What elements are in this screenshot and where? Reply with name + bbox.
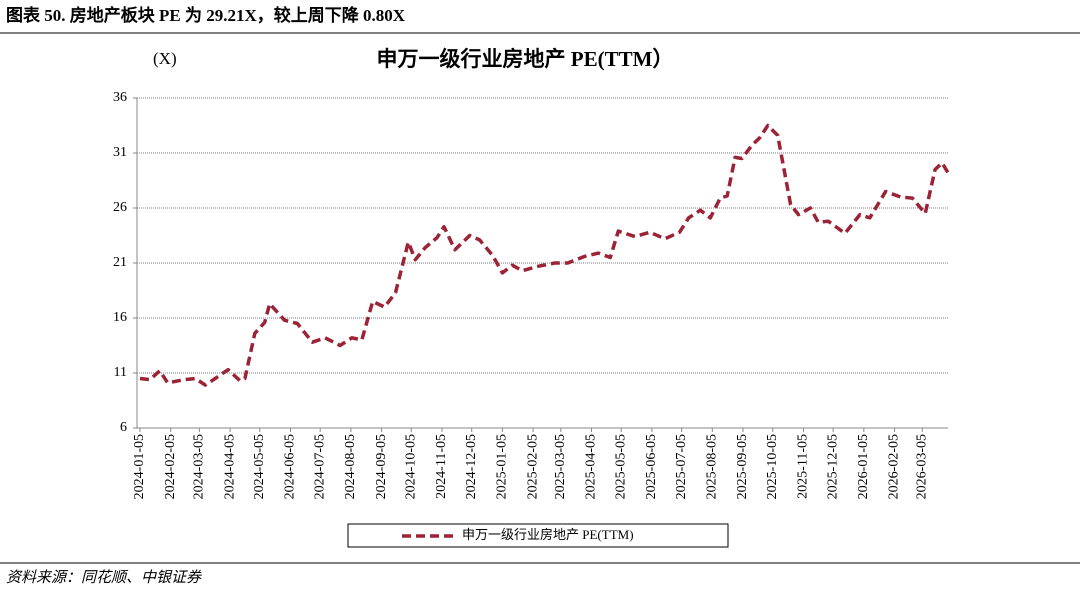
x-tick-label: 2026-03-05 [914,434,929,499]
x-tick-label: 2025-08-05 [705,434,720,499]
y-tick-label: 21 [113,255,127,270]
x-tick-label: 2025-03-05 [553,434,568,499]
x-tick-label: 2024-01-05 [132,434,147,499]
x-tick-label: 2024-02-05 [163,434,178,499]
y-tick-label: 6 [120,420,127,435]
y-tick-label: 31 [113,145,127,160]
legend-label: 申万一级行业房地产 PE(TTM) [462,527,634,542]
source: 资料来源：同花顺、中银证券 [6,569,202,586]
x-tick-label: 2025-06-05 [644,434,659,499]
x-tick-label: 2025-10-05 [765,434,780,499]
x-tick-label: 2024-07-05 [312,434,327,499]
x-tick-label: 2024-12-05 [464,434,479,499]
legend-box [347,523,729,548]
x-tick-label: 2024-05-05 [252,434,267,499]
x-tick-label: 2025-12-05 [825,434,840,499]
x-tick-label: 2025-07-05 [674,434,689,499]
x-tick-label: 2024-10-05 [404,434,419,499]
x-tick-label: 2024-06-05 [283,434,298,499]
line-series [139,123,950,387]
header: 图表 50. 房地产板块 PE 为 29.21X，较上周下降 0.80X [6,5,406,25]
x-tick-label: 2026-02-05 [887,434,902,499]
x-tick-label: 2025-05-05 [613,434,628,499]
chart-title: 申万一级行业房地产 PE(TTM） [377,47,674,71]
x-tick-label: 2026-01-05 [856,434,871,499]
x-tick-label: 2025-09-05 [735,434,750,499]
x-tick-label: 2025-04-05 [584,434,599,499]
x-tick-label: 2024-09-05 [374,434,389,499]
y-tick-label: 36 [113,90,127,105]
x-tick-label: 2024-08-05 [343,434,358,499]
x-tick-label: 2025-11-05 [796,434,811,499]
x-tick-label: 2024-03-05 [192,434,207,499]
x-tick-label: 2024-04-05 [222,434,237,499]
y-tick-label: 11 [114,365,127,380]
x-tick-label: 2025-01-05 [495,434,510,499]
y-tick-label: 26 [113,200,127,215]
y-axis-label: (X) [153,49,177,68]
y-tick-label: 16 [113,310,127,325]
x-tick-label: 2025-02-05 [525,434,540,499]
x-tick-label: 2024-11-05 [434,434,449,499]
